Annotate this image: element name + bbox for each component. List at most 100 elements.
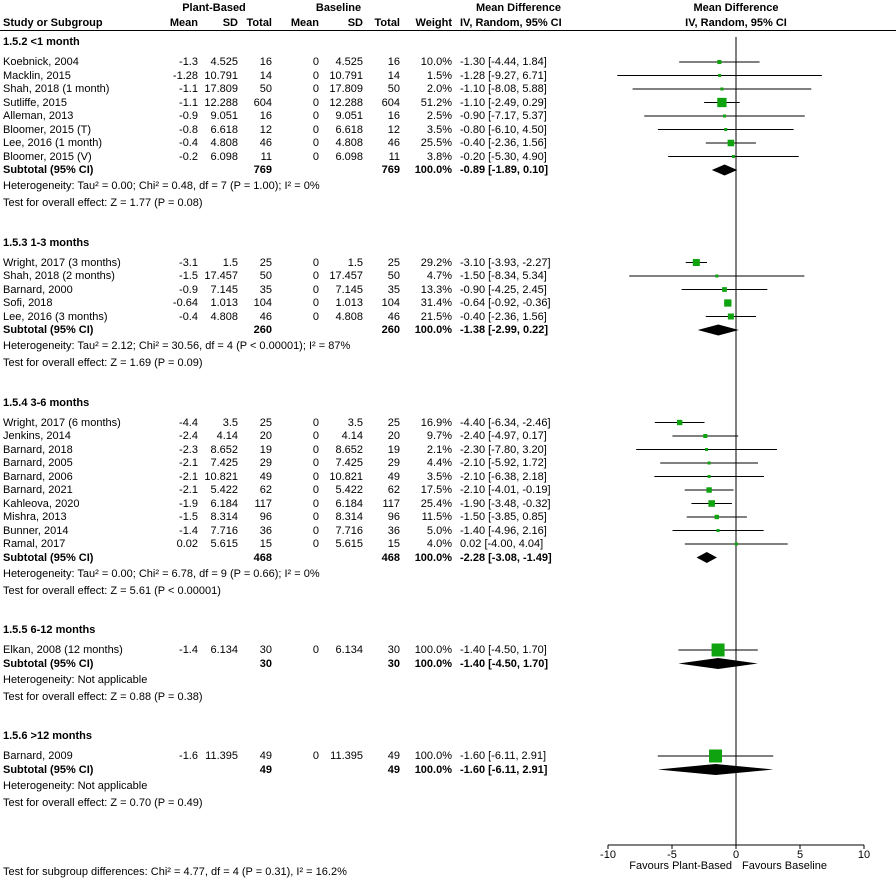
baseline-sd: 4.525 — [335, 56, 363, 68]
subgroup-label: 1.5.6 >12 months — [3, 730, 92, 742]
baseline-sd: 9.051 — [335, 110, 363, 122]
study-row: Shah, 2018 (2 months) -1.5 17.457 50 0 17.457… — [0, 270, 896, 283]
plant-sd: 4.808 — [210, 137, 238, 149]
subtotal-weight: 100.0% — [414, 551, 452, 564]
ci-text: -1.10 [-8.08, 5.88] — [460, 83, 547, 95]
weight-value: 4.7% — [426, 270, 452, 282]
ci-text: -0.80 [-6.10, 4.50] — [460, 123, 547, 136]
baseline-mean: 0 — [312, 750, 319, 762]
baseline-sd: 17.457 — [329, 270, 363, 282]
plant-sd: 4.525 — [210, 56, 238, 68]
baseline-mean: 0 — [312, 123, 319, 136]
heterogeneity-row: Heterogeneity: Tau² = 0.00; Chi² = 0.48,… — [0, 180, 896, 193]
study-name: Lee, 2016 (1 month) — [3, 137, 103, 149]
overall-effect-text: Test for overall effect: Z = 0.88 (P = 0… — [3, 690, 203, 703]
subtotal-label: Subtotal (95% CI) — [3, 324, 94, 336]
axis-tick-label: 5 — [796, 849, 804, 861]
plant-total: 46 — [259, 310, 272, 323]
favours-left-label: Favours Plant-Based — [629, 860, 732, 872]
col-baseline-mean: Mean — [290, 17, 319, 29]
baseline-mean: 0 — [312, 484, 319, 496]
study-name: Koebnick, 2004 — [3, 56, 79, 68]
baseline-mean: 0 — [312, 83, 319, 95]
weight-value: 100.0% — [414, 750, 452, 762]
ci-text: -1.50 [-3.85, 0.85] — [460, 511, 547, 523]
study-name: Ramal, 2017 — [3, 538, 66, 550]
plant-total: 14 — [259, 69, 272, 82]
subtotal-weight: 100.0% — [414, 324, 452, 336]
weight-value: 2.5% — [426, 110, 452, 122]
plant-total: 50 — [259, 270, 272, 282]
weight-value: 3.8% — [426, 150, 452, 163]
plant-sd: 6.184 — [210, 497, 238, 510]
baseline-total: 25 — [387, 416, 400, 429]
subgroup-label: 1.5.4 3-6 months — [3, 396, 90, 409]
study-name: Mishra, 2013 — [3, 511, 67, 523]
baseline-sd: 7.145 — [335, 283, 363, 296]
subtotal-weight: 100.0% — [414, 763, 452, 776]
plant-total: 12 — [259, 123, 272, 136]
plant-sd: 8.652 — [210, 443, 238, 456]
ci-text: -1.50 [-8.34, 5.34] — [460, 270, 547, 282]
mean-difference-plot-header: Mean Difference — [693, 2, 779, 14]
plant-sd: 4.14 — [216, 430, 238, 442]
overall-effect-row: Test for overall effect: Z = 0.88 (P = 0… — [0, 691, 896, 704]
study-row: Macklin, 2015 -1.28 10.791 14 0 10.791 14 1.5% -… — [0, 70, 896, 83]
baseline-mean: 0 — [312, 110, 319, 122]
baseline-mean: 0 — [312, 457, 319, 469]
ci-text: -2.10 [-4.01, -0.19] — [460, 484, 551, 496]
ci-text: -2.10 [-6.38, 2.18] — [460, 470, 547, 483]
plant-total: 36 — [259, 524, 272, 537]
axis-tick-label: 10 — [857, 849, 871, 861]
ci-text: -1.10 [-2.49, 0.29] — [460, 96, 547, 109]
subgroup-label: 1.5.5 6-12 months — [3, 624, 96, 636]
ci-text: -3.10 [-3.93, -2.27] — [460, 256, 551, 269]
heterogeneity-row: Heterogeneity: Not applicable — [0, 780, 896, 793]
plant-sd: 11.395 — [205, 750, 238, 762]
plant-mean: -0.2 — [179, 150, 198, 163]
study-row: Lee, 2016 (1 month) -0.4 4.808 46 0 4.808 46 25… — [0, 137, 896, 150]
weight-value: 2.0% — [426, 83, 452, 95]
overall-effect-text: Test for overall effect: Z = 5.61 (P < 0… — [3, 584, 221, 597]
subgroup-title-row: 1.5.2 <1 month — [0, 36, 896, 49]
overall-effect-row: Test for overall effect: Z = 0.70 (P = 0… — [0, 797, 896, 810]
study-name: Sutliffe, 2015 — [3, 96, 68, 109]
study-row: Ramal, 2017 0.02 5.615 15 0 5.615 15 4.0% 0.02 [… — [0, 538, 896, 551]
plant-sd: 10.821 — [204, 470, 238, 483]
plant-mean: 0.02 — [176, 538, 198, 550]
plant-sd: 17.809 — [204, 83, 238, 95]
baseline-sd: 8.314 — [335, 511, 363, 523]
ci-text: -0.40 [-2.36, 1.56] — [460, 137, 547, 149]
study-name: Bunner, 2014 — [3, 524, 69, 537]
plant-mean: -2.1 — [179, 470, 198, 483]
baseline-total: 29 — [387, 457, 400, 469]
study-row: Wright, 2017 (3 months) -3.1 1.5 25 0 1.5 25 29… — [0, 257, 896, 270]
baseline-total: 50 — [387, 83, 400, 95]
plant-sd: 10.791 — [204, 69, 238, 82]
baseline-sd: 10.791 — [329, 69, 363, 82]
weight-value: 5.0% — [426, 524, 452, 537]
favours-right-label: Favours Baseline — [742, 860, 827, 872]
baseline-mean: 0 — [312, 511, 319, 523]
plant-sd: 17.457 — [204, 270, 238, 282]
study-name: Barnard, 2021 — [3, 484, 73, 496]
subtotal-ci-text: -0.89 [-1.89, 0.10] — [460, 164, 549, 176]
plant-sd: 5.615 — [210, 538, 238, 550]
baseline-total: 25 — [387, 256, 400, 269]
baseline-sd: 3.5 — [347, 416, 363, 429]
study-row: Jenkins, 2014 -2.4 4.14 20 0 4.14 20 9.7% -2.40 … — [0, 430, 896, 443]
baseline-total: 16 — [387, 110, 400, 122]
study-name: Jenkins, 2014 — [3, 430, 71, 442]
col-baseline-total: Total — [374, 17, 400, 29]
subtotal-baseline-total: 30 — [387, 657, 400, 670]
heterogeneity-text: Heterogeneity: Not applicable — [3, 779, 148, 792]
col-plant-total: Total — [246, 17, 272, 29]
heterogeneity-text: Heterogeneity: Tau² = 0.00; Chi² = 6.78,… — [3, 567, 320, 580]
study-name: Barnard, 2000 — [3, 283, 73, 296]
col-ci-plot: IV, Random, 95% CI — [685, 17, 787, 29]
study-name: Barnard, 2006 — [3, 470, 73, 483]
header-group-row: Plant-Based Baseline Mean Difference Mea… — [0, 2, 896, 15]
study-row: Elkan, 2008 (12 months) -1.4 6.134 30 0 6.134… — [0, 644, 896, 657]
heterogeneity-row: Heterogeneity: Tau² = 2.12; Chi² = 30.56… — [0, 340, 896, 353]
